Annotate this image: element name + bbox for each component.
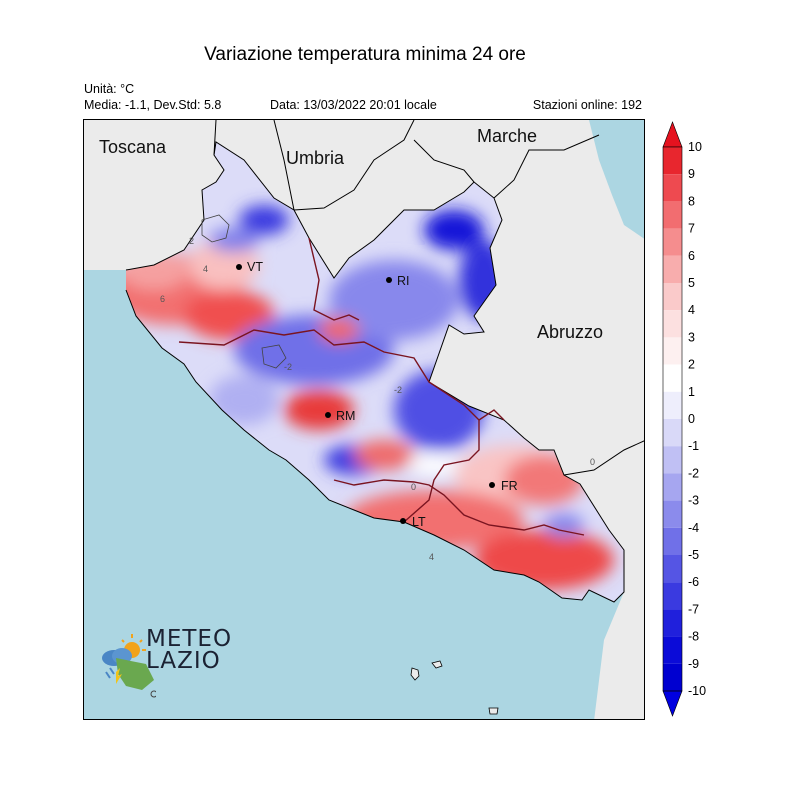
colorbar-swatch: [663, 364, 682, 392]
isoline-label: 0: [411, 482, 416, 492]
region-label-marche: Marche: [477, 126, 537, 146]
colorbar-tick-label: -5: [688, 548, 699, 562]
region-border-abruzzo: [563, 440, 644, 476]
colorbar-tick-label: -2: [688, 466, 699, 480]
city-label-vt: VT: [247, 260, 263, 274]
province-borders: [178, 237, 585, 536]
temperature-map: 2 4 6 -2 0 -2 0 4 Toscana Umbria Marche …: [83, 119, 645, 720]
city-marker-lt: [400, 518, 406, 524]
stats-label: Media: -1.1, Dev.Std: 5.8: [84, 98, 222, 112]
logo-text-meteo: METEO: [146, 626, 233, 652]
colorbar-swatch: [663, 255, 682, 283]
lake-bracciano: [261, 344, 287, 369]
colorbar-swatch: [663, 555, 682, 583]
island-ponza: [410, 667, 420, 681]
colorbar-arrow-top: [662, 121, 683, 148]
lake-bolsena: [201, 214, 230, 243]
colorbar-tick-label: -8: [688, 630, 699, 644]
colorbar-swatch: [663, 609, 682, 637]
map-title: Variazione temperatura minima 24 ore: [204, 44, 526, 65]
isoline-label: 6: [160, 294, 165, 304]
colorbar-swatch: [663, 201, 682, 229]
colorbar-tick-label: 5: [688, 276, 695, 290]
isoline-label: 4: [203, 264, 208, 274]
colorbar-tick-label: -7: [688, 602, 699, 616]
date-label: Data: 13/03/2022 20:01 locale: [270, 98, 437, 112]
colorbar-tick-label: -10: [688, 684, 706, 698]
colorbar-swatch: [663, 391, 682, 419]
isoline-label: 4: [429, 552, 434, 562]
colorbar-tick-label: 2: [688, 358, 695, 372]
colorbar-swatch: [663, 174, 682, 202]
colorbar-arrow-bottom: [662, 690, 683, 717]
map-svg: 2 4 6 -2 0 -2 0 4 Toscana Umbria Marche …: [84, 120, 644, 719]
city-marker-ri: [386, 277, 392, 283]
colorbar-tick-label: -9: [688, 657, 699, 671]
unit-label: Unità: °C: [84, 82, 135, 96]
colorbar-swatch: [663, 527, 682, 555]
region-label-umbria: Umbria: [286, 148, 345, 168]
colorbar-swatch: [663, 228, 682, 256]
colorbar-swatch: [663, 446, 682, 474]
colorbar-tick-label: 10: [688, 140, 702, 154]
isoline-label: 0: [590, 457, 595, 467]
adriatic-sea: [589, 120, 644, 239]
colorbar-tick-label: 7: [688, 222, 695, 236]
isoline-label: 2: [189, 236, 194, 246]
land-outside: [84, 120, 644, 719]
city-label-fr: FR: [501, 479, 518, 493]
colorbar-frame: [662, 146, 683, 692]
colorbar-swatch: [663, 636, 682, 664]
city-label-rm: RM: [336, 409, 355, 423]
region-border-umbria: [213, 120, 415, 211]
region-label-toscana: Toscana: [99, 137, 167, 157]
logo-icon: [102, 634, 156, 698]
island-ventotene: [431, 660, 443, 669]
colorbar-swatch: [663, 582, 682, 610]
colorbar-swatch: [663, 663, 682, 691]
colorbar-tick-label: 8: [688, 194, 695, 208]
city-marker-rm: [325, 412, 331, 418]
colorbar-tick-label: -3: [688, 494, 699, 508]
colorbar-tick-label: -4: [688, 521, 699, 535]
stations-label: Stazioni online: 192: [532, 98, 642, 112]
city-label-ri: RI: [397, 274, 410, 288]
logo-text-lazio: LAZIO: [146, 648, 221, 674]
island-zannone: [488, 707, 499, 715]
lazio-outline: [125, 141, 625, 603]
colorbar-swatch: [663, 337, 682, 365]
region-label-abruzzo: Abruzzo: [537, 322, 603, 342]
city-marker-vt: [236, 264, 242, 270]
colorbar-tick-label: -1: [688, 439, 699, 453]
colorbar-tick-label: -6: [688, 575, 699, 589]
colorbar-swatch: [663, 310, 682, 338]
meteo-lazio-logo: METEO LAZIO: [96, 628, 246, 704]
colorbar-tick-label: 1: [688, 385, 695, 399]
colorbar-tick-label: 6: [688, 249, 695, 263]
colorbar-swatch: [663, 419, 682, 447]
colorbar-tick-label: 3: [688, 330, 695, 344]
colorbar-swatch: [663, 147, 682, 175]
city-marker-fr: [489, 482, 495, 488]
isoline-label: -2: [284, 362, 292, 372]
isoline-label: -2: [394, 385, 402, 395]
colorbar-tick-label: 4: [688, 303, 695, 317]
colorbar-tick-label: 0: [688, 412, 695, 426]
region-border-marche: [413, 134, 600, 199]
colorbar-swatch: [663, 283, 682, 311]
colorbar-swatch: [663, 473, 682, 501]
city-label-lt: LT: [412, 515, 426, 529]
colorbar-swatch: [663, 500, 682, 528]
colorbar-tick-label: 9: [688, 167, 695, 181]
